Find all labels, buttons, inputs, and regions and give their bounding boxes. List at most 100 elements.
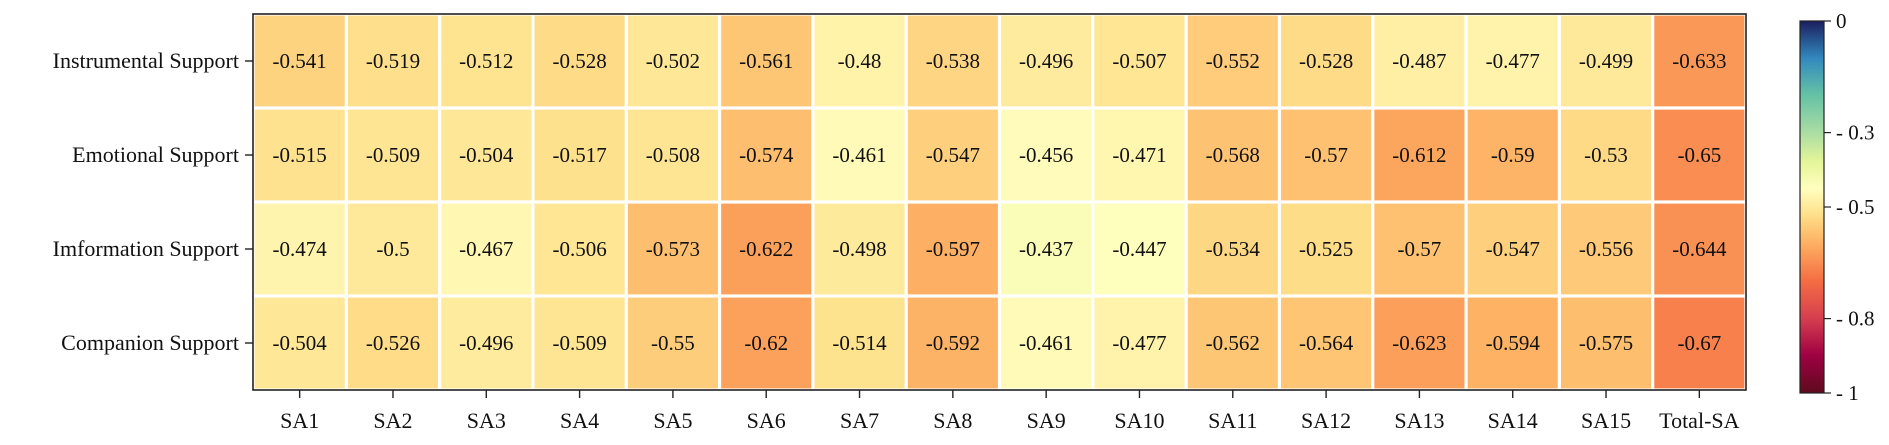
x-tick-label: SA11 — [1208, 408, 1257, 433]
heatmap-cell — [1560, 297, 1652, 389]
y-tick-label: Imformation Support — [53, 236, 239, 261]
cell-value-label: -0.487 — [1392, 49, 1446, 73]
cell-value-label: -0.622 — [739, 237, 793, 261]
cell-value-label: -0.467 — [459, 237, 513, 261]
heatmap-cell — [441, 109, 532, 201]
heatmap-cell — [1094, 297, 1185, 389]
cell-value-label: -0.509 — [366, 143, 420, 167]
cell-value-label: -0.509 — [552, 331, 606, 355]
heatmap-cell — [441, 297, 532, 389]
cell-value-label: -0.53 — [1584, 143, 1628, 167]
heatmap-cell — [347, 15, 439, 107]
cell-value-label: -0.568 — [1206, 143, 1260, 167]
x-tick-label: Total-SA — [1659, 408, 1739, 433]
heatmap-cell — [441, 203, 532, 295]
cell-value-label: -0.534 — [1206, 237, 1261, 261]
cell-value-label: -0.499 — [1579, 49, 1633, 73]
cell-value-label: -0.447 — [1112, 237, 1166, 261]
heatmap-cell — [1467, 15, 1558, 107]
heatmap-cell — [254, 297, 345, 389]
heatmap-cell — [1374, 297, 1465, 389]
heatmap-cell — [1001, 109, 1092, 201]
heatmap-cell — [1654, 109, 1745, 201]
x-tick-label: SA3 — [467, 408, 506, 433]
cell-value-label: -0.504 — [273, 331, 328, 355]
x-tick-label: SA1 — [280, 408, 319, 433]
heatmap-cell — [1467, 203, 1558, 295]
cell-value-label: -0.517 — [552, 143, 606, 167]
cell-value-label: -0.541 — [273, 49, 327, 73]
heatmap-cell — [254, 109, 345, 201]
heatmap-cell — [1001, 203, 1092, 295]
x-tick-label: SA15 — [1581, 408, 1631, 433]
heatmap-cell — [1374, 203, 1465, 295]
cell-value-label: -0.514 — [832, 331, 887, 355]
heatmap-cell — [534, 109, 625, 201]
cell-value-label: -0.574 — [739, 143, 794, 167]
heatmap-cell — [814, 297, 905, 389]
heatmap-cell — [907, 297, 998, 389]
cell-value-label: -0.67 — [1677, 331, 1721, 355]
heatmap-cell — [1094, 203, 1185, 295]
colorbar-tick-label: 0 — [1836, 9, 1847, 33]
heatmap-cell — [1281, 203, 1372, 295]
cell-value-label: -0.456 — [1019, 143, 1073, 167]
heatmap-cell — [1281, 15, 1372, 107]
cell-value-label: -0.477 — [1112, 331, 1166, 355]
heatmap-cell — [907, 109, 998, 201]
cell-value-label: -0.564 — [1299, 331, 1354, 355]
heatmap-cell — [1560, 203, 1652, 295]
y-tick-label: Companion Support — [61, 330, 239, 355]
cell-value-label: -0.612 — [1392, 143, 1446, 167]
heatmap-cell — [1094, 109, 1185, 201]
heatmap-cell — [1374, 109, 1465, 201]
cell-value-label: -0.538 — [926, 49, 980, 73]
cell-value-label: -0.552 — [1206, 49, 1260, 73]
x-tick-label: SA14 — [1488, 408, 1538, 433]
heatmap-cell — [441, 15, 532, 107]
cell-value-label: -0.55 — [651, 331, 695, 355]
cell-value-label: -0.594 — [1486, 331, 1541, 355]
cell-value-label: -0.471 — [1112, 143, 1166, 167]
heatmap-cell — [1560, 15, 1652, 107]
x-tick-label: SA6 — [747, 408, 786, 433]
cell-value-label: -0.461 — [1019, 331, 1073, 355]
heatmap-cell — [1281, 297, 1372, 389]
cell-value-label: -0.508 — [646, 143, 700, 167]
y-tick-label: Emotional Support — [72, 142, 239, 167]
heatmap-cell — [907, 15, 998, 107]
colorbar-tick-label: - 1 — [1836, 381, 1859, 405]
heatmap-cell — [1187, 203, 1278, 295]
cell-value-label: -0.496 — [1019, 49, 1073, 73]
cell-value-label: -0.57 — [1398, 237, 1442, 261]
heatmap-cell — [347, 203, 439, 295]
cell-value-label: -0.59 — [1491, 143, 1535, 167]
heatmap-cell — [1467, 109, 1558, 201]
plot-frame — [252, 13, 1747, 391]
heatmap-cell — [814, 15, 905, 107]
colorbar-tick-label: - 0.5 — [1836, 195, 1875, 219]
cell-value-label: -0.597 — [926, 237, 980, 261]
heatmap-cell — [721, 203, 812, 295]
x-tick-label: SA13 — [1394, 408, 1444, 433]
cell-value-label: -0.5 — [376, 237, 409, 261]
cell-value-label: -0.515 — [273, 143, 327, 167]
heatmap-cell — [534, 297, 625, 389]
heatmap-cell — [1001, 297, 1092, 389]
cell-value-label: -0.528 — [1299, 49, 1353, 73]
heatmap-cell — [1281, 109, 1372, 201]
x-tick-label: SA9 — [1027, 408, 1066, 433]
cell-value-label: -0.623 — [1392, 331, 1446, 355]
heatmap-cell — [1187, 15, 1278, 107]
cell-value-label: -0.575 — [1579, 331, 1633, 355]
heatmap-cell — [347, 109, 439, 201]
cell-value-label: -0.62 — [744, 331, 788, 355]
cell-value-label: -0.502 — [646, 49, 700, 73]
cell-value-label: -0.48 — [838, 49, 882, 73]
cell-value-label: -0.496 — [459, 331, 513, 355]
heatmap-cell — [627, 203, 718, 295]
colorbar-tick-label: - 0.8 — [1836, 307, 1875, 331]
cell-value-label: -0.437 — [1019, 237, 1073, 261]
heatmap-cell — [627, 297, 718, 389]
